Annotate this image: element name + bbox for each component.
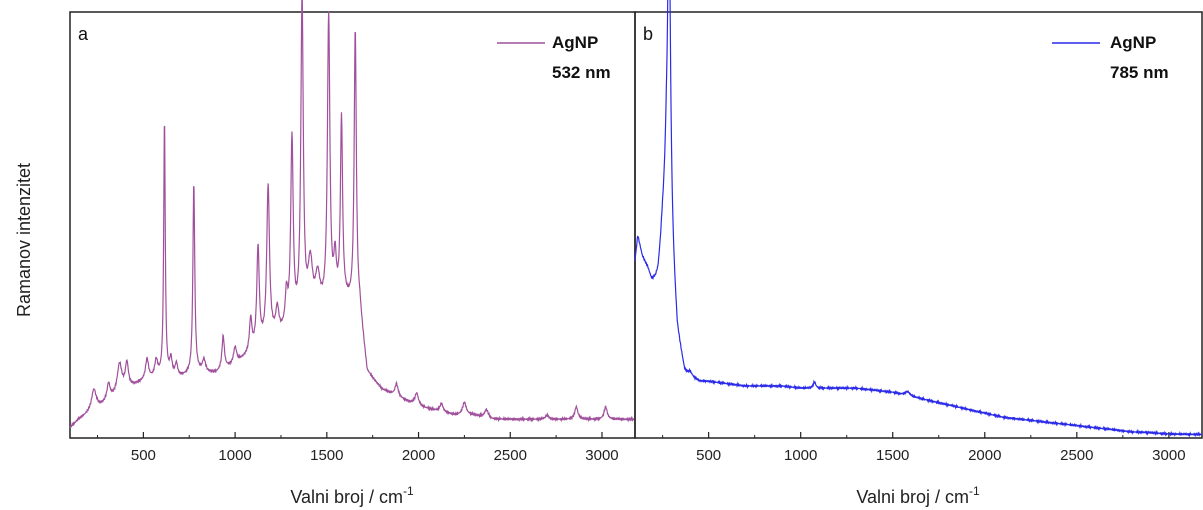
panel-a-x-tick-label-500: 500 (131, 447, 156, 464)
panel-b-x-tick-label-2500: 2500 (1060, 447, 1093, 464)
panel-a-x-tick-label-3000: 3000 (585, 447, 618, 464)
panel-b-x-tick-label-1500: 1500 (876, 447, 909, 464)
panel-a-x-tick-label-1500: 1500 (310, 447, 343, 464)
panel-b-letter: b (643, 24, 653, 44)
panel-a-spectrum-line (69, 0, 636, 429)
panel-b-x-tick-label-1000: 1000 (784, 447, 817, 464)
panel-b-x-ticks: 500 1000 1500 2000 2500 3000 (662, 432, 1186, 464)
panel-b-x-tick-label-2000: 2000 (968, 447, 1001, 464)
panel-b: 500 1000 1500 2000 2500 3000 b AgNP 785 nm Va… (634, 0, 1203, 507)
y-axis-title: Ramanov intenzitet (14, 163, 34, 317)
panel-b-legend-wavelength: 785 nm (1110, 63, 1169, 82)
panel-b-legend: AgNP 785 nm (1052, 33, 1169, 82)
panel-a-legend-name: AgNP (552, 33, 598, 52)
panel-a: 500 1000 1500 2000 2500 3000 a AgNP 532 nm Va… (69, 0, 636, 507)
panel-a-letter: a (78, 24, 89, 44)
panel-a-x-ticks: 500 1000 1500 2000 2500 3000 (97, 432, 619, 464)
panel-b-x-tick-label-3000: 3000 (1152, 447, 1185, 464)
panel-b-frame (634, 11, 1203, 439)
panel-b-spectrum-line (634, 0, 1203, 438)
panel-b-x-axis-title-sup: -1 (969, 484, 980, 498)
panel-a-x-axis-title-sup: -1 (403, 484, 414, 498)
panel-a-x-axis-title: Valni broj / cm-1 (290, 484, 414, 507)
panel-a-legend-wavelength: 532 nm (552, 63, 611, 82)
panel-b-x-tick-label-500: 500 (696, 447, 721, 464)
panel-a-x-tick-label-1000: 1000 (218, 447, 251, 464)
panel-b-legend-name: AgNP (1110, 33, 1156, 52)
panel-a-x-tick-label-2500: 2500 (494, 447, 527, 464)
panel-a-legend: AgNP 532 nm (497, 33, 611, 82)
panel-a-x-tick-label-2000: 2000 (402, 447, 435, 464)
panel-b-x-axis-title: Valni broj / cm-1 (856, 484, 980, 507)
panel-a-frame (69, 11, 636, 439)
